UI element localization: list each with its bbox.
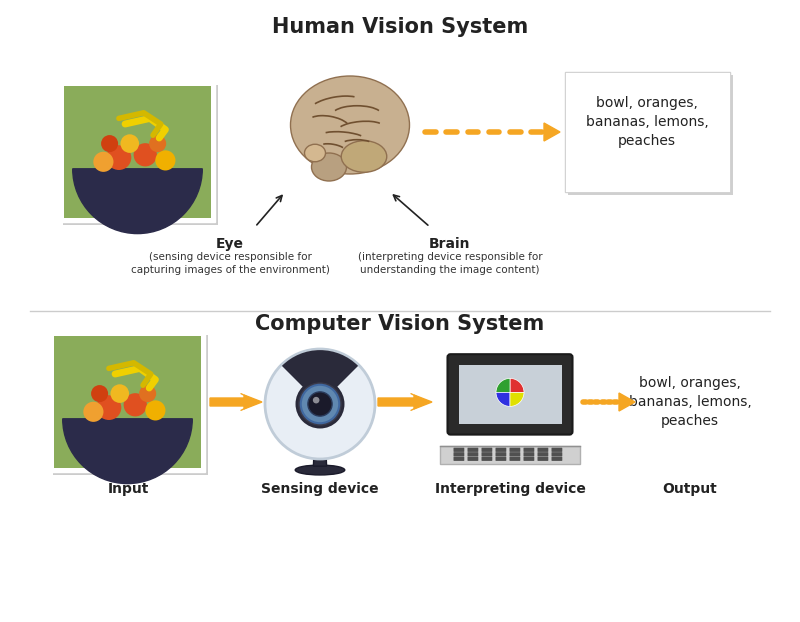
FancyBboxPatch shape [523,448,534,452]
Circle shape [139,385,156,402]
FancyBboxPatch shape [495,448,506,452]
FancyBboxPatch shape [53,335,208,475]
FancyBboxPatch shape [467,448,478,452]
Circle shape [121,134,139,153]
FancyBboxPatch shape [60,82,215,222]
Text: Computer Vision System: Computer Vision System [255,314,545,334]
Wedge shape [510,392,524,406]
FancyBboxPatch shape [510,457,520,461]
Wedge shape [62,419,192,483]
Circle shape [265,349,375,459]
FancyBboxPatch shape [467,452,478,457]
FancyBboxPatch shape [454,457,464,461]
Circle shape [83,402,103,422]
Text: (sensing device responsible for
capturing images of the environment): (sensing device responsible for capturin… [130,252,330,275]
Wedge shape [496,392,510,406]
FancyBboxPatch shape [64,86,211,218]
FancyBboxPatch shape [482,457,492,461]
FancyBboxPatch shape [551,452,562,457]
FancyBboxPatch shape [495,457,506,461]
FancyBboxPatch shape [538,448,548,452]
Wedge shape [73,169,202,234]
Circle shape [146,401,166,420]
FancyBboxPatch shape [523,452,534,457]
FancyBboxPatch shape [447,354,573,435]
FancyBboxPatch shape [440,446,580,464]
FancyBboxPatch shape [523,457,534,461]
Circle shape [308,392,332,416]
Polygon shape [544,123,560,141]
FancyArrow shape [210,395,262,409]
FancyBboxPatch shape [551,457,562,461]
Ellipse shape [290,76,410,174]
FancyBboxPatch shape [454,448,464,452]
FancyBboxPatch shape [458,365,562,424]
FancyBboxPatch shape [63,85,218,225]
Wedge shape [496,378,510,392]
Circle shape [134,143,157,167]
Wedge shape [510,378,524,392]
Text: Eye: Eye [216,237,244,251]
FancyBboxPatch shape [551,448,562,452]
Wedge shape [282,350,358,404]
Ellipse shape [295,465,345,475]
Ellipse shape [311,153,346,181]
Circle shape [91,385,108,402]
Text: Sensing device: Sensing device [261,482,379,496]
Circle shape [313,397,319,404]
Circle shape [110,384,129,403]
Text: Interpreting device: Interpreting device [434,482,586,496]
Polygon shape [619,393,635,411]
FancyBboxPatch shape [454,452,464,457]
FancyBboxPatch shape [565,72,730,192]
FancyBboxPatch shape [538,457,548,461]
Circle shape [94,152,114,172]
Polygon shape [314,440,326,466]
FancyBboxPatch shape [50,332,205,472]
FancyBboxPatch shape [538,452,548,457]
Circle shape [297,381,343,427]
FancyArrow shape [378,395,432,409]
Circle shape [106,145,131,170]
Circle shape [301,385,339,423]
FancyBboxPatch shape [510,452,520,457]
FancyBboxPatch shape [467,457,478,461]
Text: Output: Output [662,482,718,496]
Text: Human Vision System: Human Vision System [272,17,528,37]
FancyBboxPatch shape [568,75,733,195]
Circle shape [101,135,118,152]
Circle shape [97,395,122,420]
Ellipse shape [342,141,386,172]
FancyBboxPatch shape [54,336,201,468]
Circle shape [155,151,175,170]
Text: (interpreting device responsible for
understanding the image content): (interpreting device responsible for und… [358,252,542,275]
Text: bowl, oranges,
bananas, lemons,
peaches: bowl, oranges, bananas, lemons, peaches [629,376,751,429]
Text: bowl, oranges,
bananas, lemons,
peaches: bowl, oranges, bananas, lemons, peaches [586,96,708,149]
Circle shape [124,393,147,416]
FancyBboxPatch shape [495,452,506,457]
FancyBboxPatch shape [565,72,730,192]
FancyBboxPatch shape [482,448,492,452]
Circle shape [149,135,166,152]
Text: Input: Input [107,482,149,496]
Text: Brain: Brain [430,237,470,251]
FancyBboxPatch shape [482,452,492,457]
Ellipse shape [305,144,326,162]
FancyBboxPatch shape [510,448,520,452]
